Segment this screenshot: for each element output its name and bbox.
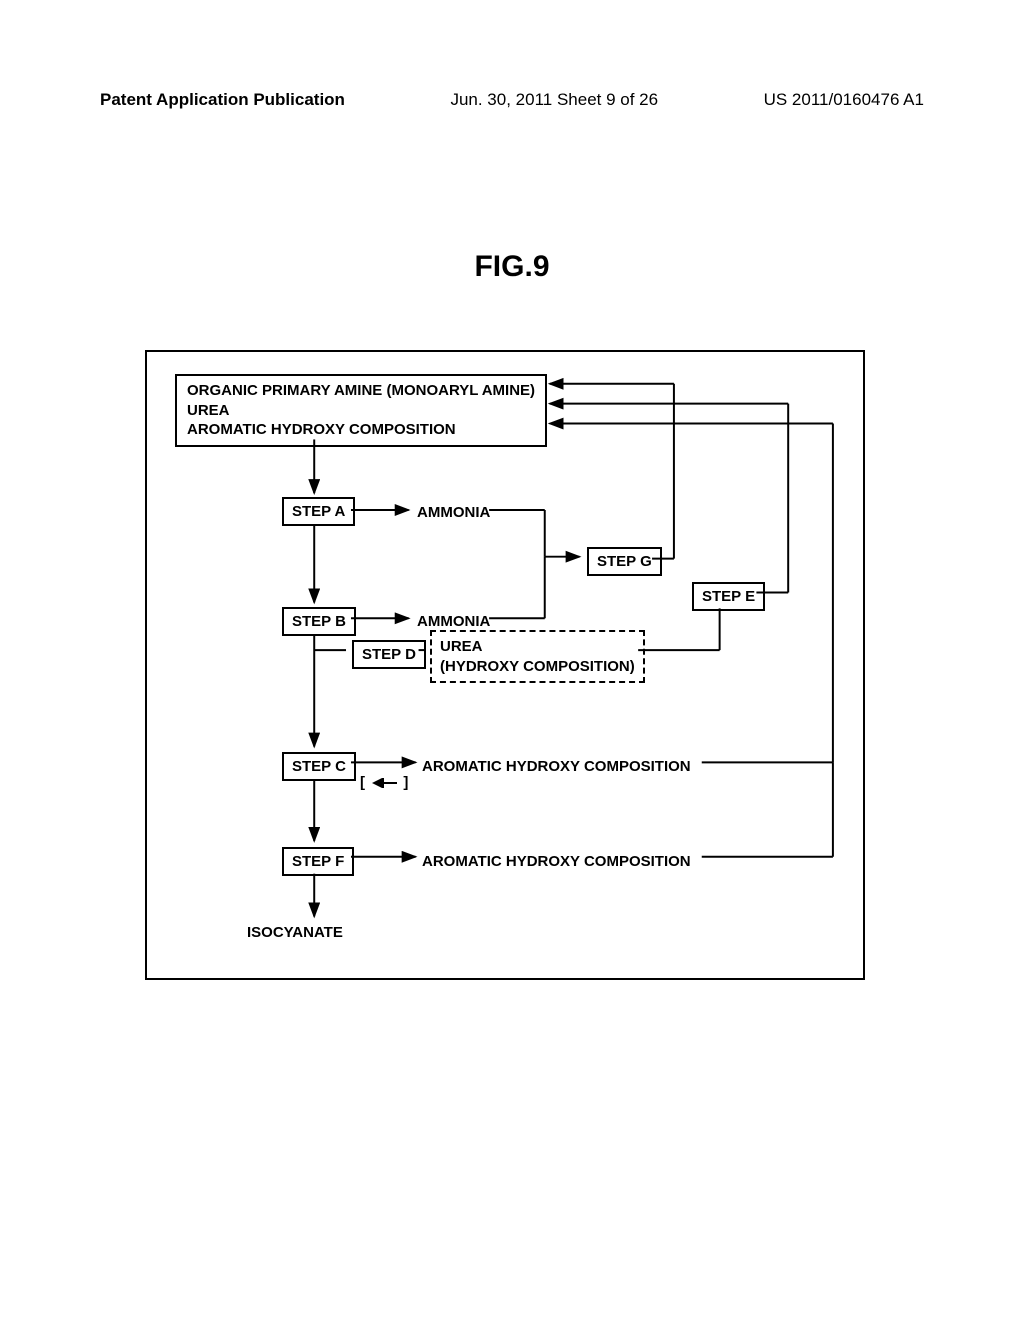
input-line2: UREA <box>187 401 535 421</box>
step-a: STEP A <box>282 497 355 526</box>
urea-line2: (HYDROXY COMPOSITION) <box>440 657 635 677</box>
step-c: STEP C <box>282 752 356 781</box>
ammonia-label-2: AMMONIA <box>417 613 490 630</box>
input-box: ORGANIC PRIMARY AMINE (MONOARYL AMINE) U… <box>175 374 547 447</box>
step-f: STEP F <box>282 847 354 876</box>
urea-dashed-box: UREA (HYDROXY COMPOSITION) <box>430 630 645 683</box>
figure-title: FIG.9 <box>0 250 1024 284</box>
input-line3: AROMATIC HYDROXY COMPOSITION <box>187 420 535 440</box>
step-e: STEP E <box>692 582 765 611</box>
ammonia-label-1: AMMONIA <box>417 504 490 521</box>
aromatic-label-1: AROMATIC HYDROXY COMPOSITION <box>422 758 691 775</box>
step-g: STEP G <box>587 547 662 576</box>
bracket-arrow: [ ] <box>360 774 408 791</box>
output-isocyanate: ISOCYANATE <box>247 924 343 941</box>
header-center: Jun. 30, 2011 Sheet 9 of 26 <box>450 90 658 110</box>
aromatic-label-2: AROMATIC HYDROXY COMPOSITION <box>422 853 691 870</box>
header-left: Patent Application Publication <box>100 90 345 110</box>
urea-line1: UREA <box>440 637 635 657</box>
step-d: STEP D <box>352 640 426 669</box>
input-line1: ORGANIC PRIMARY AMINE (MONOARYL AMINE) <box>187 381 535 401</box>
diagram-container: ORGANIC PRIMARY AMINE (MONOARYL AMINE) U… <box>145 350 865 980</box>
step-b: STEP B <box>282 607 356 636</box>
header-right: US 2011/0160476 A1 <box>764 90 924 110</box>
